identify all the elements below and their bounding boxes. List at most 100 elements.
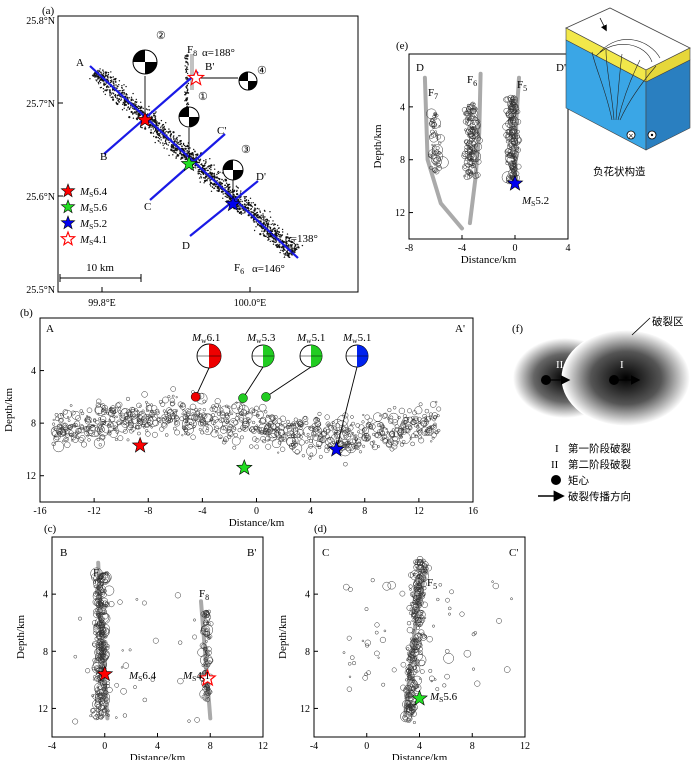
epicenter xyxy=(284,249,286,251)
epicenter xyxy=(101,79,103,81)
epicenter xyxy=(289,246,291,248)
hypocenter xyxy=(417,617,423,623)
hypocenter xyxy=(161,414,166,419)
epicenter xyxy=(184,147,186,150)
hypocenter xyxy=(354,442,357,445)
hypocenter xyxy=(203,616,210,623)
hypocenter xyxy=(265,443,272,450)
hypocenter xyxy=(296,421,299,424)
epicenter xyxy=(254,208,257,210)
epicenter xyxy=(107,77,109,79)
hypocenter xyxy=(206,614,210,618)
hypocenter xyxy=(461,107,468,113)
hypocenter xyxy=(105,645,110,650)
epicenter xyxy=(175,137,178,140)
hypocenter xyxy=(207,636,211,641)
hypocenter xyxy=(239,435,244,440)
epicenter xyxy=(221,179,223,181)
beachball-2 xyxy=(132,49,158,75)
hypocenter xyxy=(348,675,352,678)
hypocenter xyxy=(202,686,208,692)
fault-f7: F7 xyxy=(428,87,438,101)
epicenter xyxy=(285,244,287,246)
epicenter xyxy=(140,126,142,128)
hypocenter xyxy=(508,113,515,119)
hypocenter xyxy=(416,632,421,637)
hypocenter xyxy=(117,410,122,414)
hypocenter xyxy=(217,411,222,417)
hypocenter xyxy=(325,421,331,427)
hypocenter xyxy=(512,113,516,118)
hypocenter xyxy=(434,130,438,134)
epicenter xyxy=(272,243,275,245)
epicenter xyxy=(123,93,125,95)
hypocenter xyxy=(403,416,409,422)
hypocenter xyxy=(415,686,418,689)
hypocenter xyxy=(418,593,426,600)
hypocenter xyxy=(436,155,441,161)
epicenter xyxy=(97,70,99,72)
hypocenter xyxy=(415,578,422,585)
svg-text:×: × xyxy=(628,132,634,140)
xtick-label: -8 xyxy=(405,243,413,254)
fault-f5-c: F5 xyxy=(93,567,103,581)
hypocenter xyxy=(515,118,522,125)
epicenter xyxy=(236,186,238,188)
epicenter xyxy=(209,171,212,175)
hypocenter xyxy=(259,427,265,433)
hypocenter xyxy=(420,609,424,614)
epicenter xyxy=(292,247,294,250)
hypocenter xyxy=(93,630,98,635)
hypocenter xyxy=(381,682,386,687)
hypocenter xyxy=(436,597,440,602)
epicenter xyxy=(235,185,238,187)
hypocenter xyxy=(181,434,184,437)
hypocenter xyxy=(391,439,399,447)
mainshock-star xyxy=(96,665,114,682)
hypocenter xyxy=(411,631,414,634)
hypocenter xyxy=(209,417,214,422)
hypocenter xyxy=(435,134,442,140)
hypocenter xyxy=(468,160,473,165)
hypocenter xyxy=(181,412,185,416)
epicenter xyxy=(291,248,293,250)
panel-b-label: (b) xyxy=(20,307,33,319)
hypocenter xyxy=(368,425,372,429)
hypocenter xyxy=(227,405,231,409)
epicenter xyxy=(137,114,139,117)
hypocenter xyxy=(99,632,103,636)
epicenter xyxy=(168,141,170,144)
hypocenter xyxy=(463,154,467,158)
hypocenter xyxy=(415,661,419,665)
epicenter xyxy=(110,91,112,94)
epicenter xyxy=(291,244,294,246)
hypocenter xyxy=(496,618,502,624)
hypocenter xyxy=(436,414,440,418)
epicenter xyxy=(101,74,104,76)
mainshock-star xyxy=(198,668,217,687)
hypocenter xyxy=(505,153,516,164)
epicenter xyxy=(134,104,136,107)
epicenter xyxy=(175,149,177,151)
hypocenter xyxy=(415,619,422,626)
epicenter xyxy=(284,252,287,254)
epicenter xyxy=(239,192,242,194)
profile-a-prime-label: A' xyxy=(283,249,293,261)
hypocenter xyxy=(267,423,272,428)
hypocenter xyxy=(112,414,116,419)
hypocenter xyxy=(509,167,514,171)
hypocenter xyxy=(424,416,428,419)
hypocenter xyxy=(172,426,177,431)
hypocenter xyxy=(469,119,481,131)
epicenter xyxy=(231,191,233,193)
hypocenter xyxy=(175,409,179,412)
ytick-label: 4 xyxy=(305,590,310,601)
hypocenter xyxy=(204,659,208,663)
epicenter xyxy=(120,99,122,102)
panel-d: (d) C C' -4 0 4 8 124812Distance/kmDepth/km … xyxy=(277,523,530,760)
epicenter xyxy=(209,180,211,182)
hypocenter xyxy=(436,165,443,171)
hypocenter xyxy=(293,423,297,427)
hypocenter xyxy=(231,420,235,423)
epicenter xyxy=(253,209,256,211)
